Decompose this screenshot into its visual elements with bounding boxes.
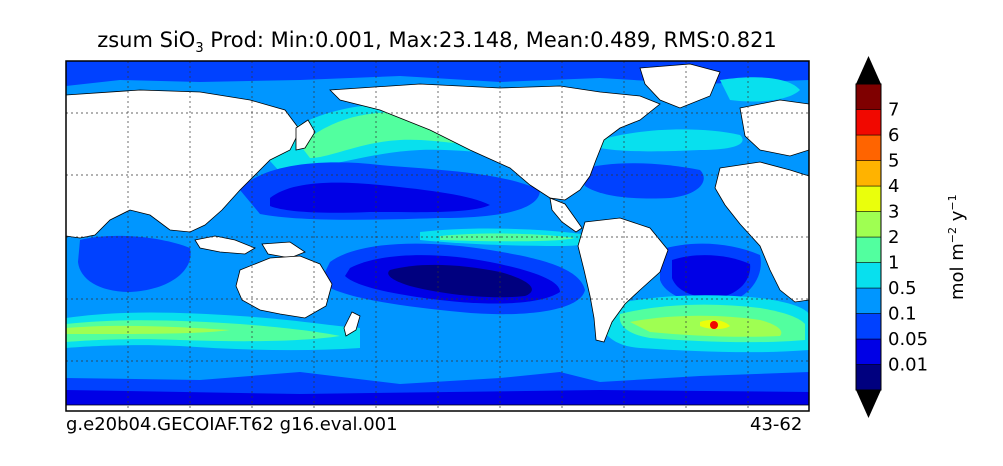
colorbar-tick-label: 3	[888, 202, 899, 223]
colorbar-tick-label: 4	[888, 176, 899, 197]
colorbar-tick-label: 5	[888, 151, 899, 172]
run-id-label: g.e20b04.GECOIAF.T62 g16.eval.001	[66, 414, 398, 435]
colorbar-bands	[855, 56, 882, 418]
colorbar-tick-label: 1	[888, 253, 899, 274]
south-atlantic-gyre-core	[672, 255, 751, 298]
indian-ocean-gyre	[78, 235, 191, 292]
colorbar-tick-label: 0.01	[888, 355, 928, 376]
colorbar-frame	[855, 83, 882, 391]
japan-land	[295, 119, 316, 151]
colorbar-tick-label: 6	[888, 125, 899, 146]
colorbar-band	[855, 364, 882, 391]
map-title: zsum SiO3 Prod: Min:0.001, Max:23.148, M…	[97, 28, 777, 57]
north-atlantic-gyre	[580, 163, 704, 199]
map-field	[66, 61, 809, 411]
southern-ocean-yellowgreen-belt-west	[66, 325, 230, 334]
north-pacific-gyre-core	[270, 182, 490, 213]
colorbar-band	[855, 313, 882, 340]
colorbar-band	[855, 262, 882, 289]
australia-land	[235, 255, 333, 319]
europe-land	[739, 99, 809, 157]
colorbar-tick-label: 0.5	[888, 278, 917, 299]
map-frame	[65, 60, 810, 412]
colorbar-band	[855, 134, 882, 161]
south-pacific-gyre-core	[388, 264, 532, 298]
new-guinea-land	[261, 241, 306, 259]
colorbar-band	[855, 160, 882, 187]
nordic-seas-band	[720, 77, 800, 102]
colorbar-labels: 0.01 0.05 0.1 0.5 1 2 3 4 5 6 7	[888, 100, 928, 376]
colorbar-band	[855, 338, 882, 365]
colorbar-tick-label: 7	[888, 100, 899, 121]
colorbar-tick-label: 2	[888, 227, 899, 248]
africa-land	[714, 161, 809, 303]
south-america-land	[577, 217, 669, 343]
colorbar-band	[855, 83, 882, 110]
colorbar-over-arrow	[856, 56, 881, 84]
colorbar-band	[855, 109, 882, 136]
maritime-continent-land	[194, 235, 256, 255]
eurasia-land	[66, 89, 301, 239]
southern-ocean-max-spot	[710, 321, 718, 329]
colorbar-band	[855, 211, 882, 238]
north-atlantic-cyan-band	[600, 129, 743, 152]
colorbar-band	[855, 185, 882, 212]
years-label: 43-62	[750, 414, 803, 435]
colorbar-band	[855, 236, 882, 263]
greenland-land	[639, 63, 721, 109]
equatorial-upwelling-core	[440, 233, 575, 242]
colorbar-tick-label: 0.05	[888, 329, 928, 350]
colorbar-unit-label: mol m−2 y−1	[946, 194, 968, 300]
lat-lon-grid	[66, 61, 809, 411]
new-zealand-land	[343, 311, 361, 337]
colorbar-band	[855, 287, 882, 314]
colorbar-under-arrow	[856, 390, 881, 418]
central-america-land	[549, 197, 583, 233]
colorbar-tick-label: 0.1	[888, 304, 917, 325]
